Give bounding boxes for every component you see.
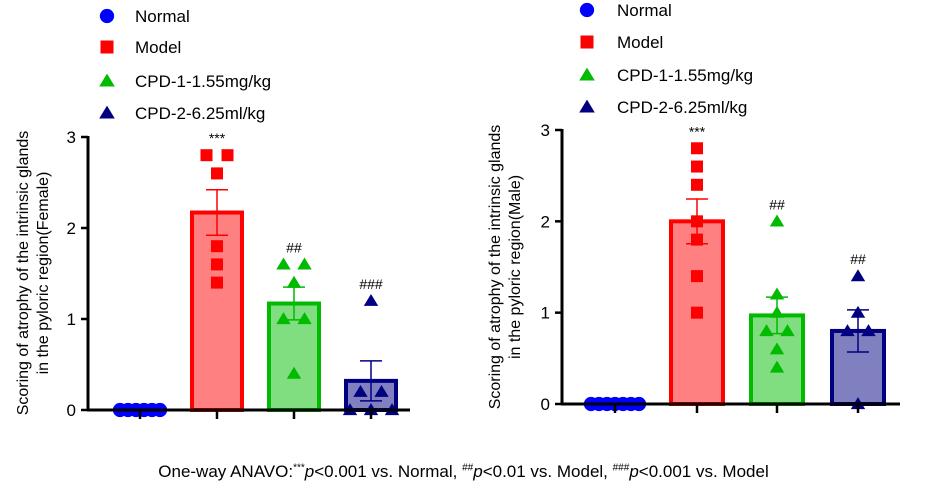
data-point	[276, 312, 291, 325]
caption-sig1: ***	[293, 462, 305, 474]
y-tick-label: 0	[67, 401, 76, 420]
caption-prefix: One-way ANAVO:	[158, 462, 294, 481]
legend-label: Normal	[617, 1, 672, 20]
legend-marker-circle-icon	[579, 2, 595, 18]
data-point	[691, 178, 703, 191]
significance-label: ##	[850, 251, 866, 267]
data-point	[353, 384, 368, 397]
data-point	[221, 149, 234, 162]
caption-sig3: ###	[612, 462, 630, 474]
y-tick-label: 0	[541, 395, 550, 414]
data-point	[769, 305, 785, 318]
data-point	[297, 312, 312, 325]
y-tick-label: 2	[67, 219, 76, 238]
y-tick-label: 1	[67, 310, 76, 329]
caption-t1: <0.001 vs. Normal,	[314, 462, 463, 481]
legend-marker-circle-icon	[99, 8, 115, 24]
data-point	[211, 258, 223, 271]
significance-label: ##	[286, 239, 302, 255]
legend: Normal Model CPD-1-1.55mg/kg CPD-2-6.25ml/k…	[99, 7, 271, 123]
data-point	[850, 269, 866, 282]
legend-label: CPD-2-6.25ml/kg	[617, 98, 747, 117]
legend-marker-triangle-icon	[99, 105, 115, 119]
y-axis-label: in the pyloric region(Female)	[35, 172, 52, 375]
legend: Normal Model CPD-1-1.55mg/kg CPD-2-6.25ml/k…	[579, 1, 753, 117]
data-point	[374, 384, 389, 397]
legend-item: CPD-1-1.55mg/kg	[579, 66, 753, 85]
data-point	[769, 214, 785, 227]
y-axis-label: Scoring of atrophy of the intrinsic glan…	[15, 131, 32, 416]
legend-item: CPD-2-6.25ml/kg	[579, 98, 747, 117]
data-point	[769, 287, 785, 300]
y-tick-label: 1	[541, 304, 550, 323]
data-point	[691, 233, 703, 246]
significance-label: ##	[769, 196, 785, 212]
data-point	[297, 257, 312, 270]
caption: One-way ANAVO:***p<0.001 vs. Normal, ##p…	[0, 462, 927, 482]
chart-panel-2: Normal Model CPD-1-1.55mg/kg CPD-2-6.25ml/k…	[487, 1, 900, 414]
data-point	[759, 324, 774, 337]
data-point	[840, 324, 855, 337]
data-point	[769, 342, 785, 355]
caption-p3: p	[629, 462, 639, 481]
legend-marker-triangle-icon	[579, 67, 595, 81]
y-axis-label: Scoring of atrophy of the intrinsic glan…	[487, 125, 504, 410]
data-point	[691, 215, 703, 228]
legend-label: CPD-1-1.55mg/kg	[135, 72, 271, 91]
legend-label: Model	[135, 38, 181, 57]
data-point	[211, 167, 223, 180]
y-tick-label: 3	[67, 128, 76, 147]
data-point	[286, 275, 302, 288]
data-point	[276, 257, 291, 270]
legend-marker-triangle-icon	[99, 73, 115, 87]
legend-label: Model	[617, 33, 663, 52]
caption-sig2: ##	[462, 462, 474, 474]
caption-p2: p	[473, 462, 483, 481]
legend-item: CPD-2-6.25ml/kg	[99, 104, 265, 123]
data-point	[780, 324, 795, 337]
legend-item: Model	[100, 38, 181, 57]
legend-label: CPD-2-6.25ml/kg	[135, 104, 265, 123]
significance-label: ***	[209, 130, 226, 146]
y-tick-label: 2	[541, 212, 550, 231]
data-point	[211, 276, 223, 289]
legend-marker-square-icon	[100, 40, 114, 54]
significance-label: ###	[359, 276, 383, 292]
data-point	[691, 160, 703, 173]
significance-label: ***	[689, 123, 706, 139]
legend-item: Model	[580, 33, 663, 52]
legend-item: Normal	[99, 7, 190, 26]
caption-t2: <0.01 vs. Model,	[482, 462, 613, 481]
data-point	[211, 240, 223, 253]
legend-marker-square-icon	[580, 35, 594, 49]
data-point	[769, 360, 785, 373]
legend-item: Normal	[579, 1, 672, 20]
data-point	[691, 306, 703, 319]
data-point	[861, 324, 876, 337]
data-point	[691, 270, 703, 283]
legend-marker-triangle-icon	[579, 99, 595, 113]
y-axis-label: in the pyloric region(Male)	[507, 175, 524, 359]
y-tick-label: 3	[541, 121, 550, 140]
legend-label: CPD-1-1.55mg/kg	[617, 66, 753, 85]
caption-t3: <0.001 vs. Model	[638, 462, 769, 481]
legend-item: CPD-1-1.55mg/kg	[99, 72, 271, 91]
data-point	[200, 149, 213, 162]
data-point	[363, 293, 379, 306]
data-point	[286, 366, 302, 379]
data-point	[691, 142, 703, 155]
chart-panel-1: Normal Model CPD-1-1.55mg/kg CPD-2-6.25ml/k…	[15, 7, 410, 420]
caption-p1: p	[304, 462, 315, 481]
data-point	[850, 305, 866, 318]
legend-label: Normal	[135, 7, 190, 26]
